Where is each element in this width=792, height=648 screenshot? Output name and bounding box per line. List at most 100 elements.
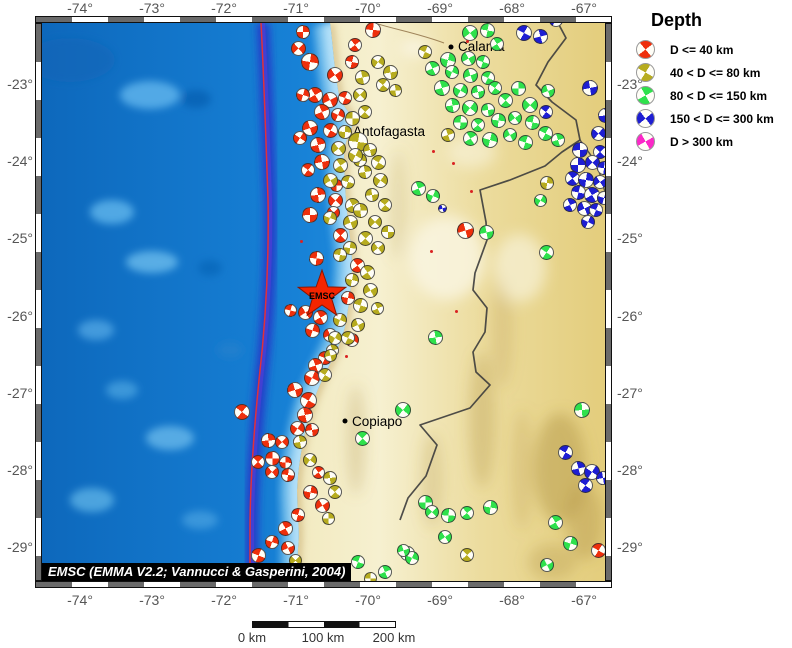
earthquake-dot [452, 162, 455, 165]
road-line [377, 23, 445, 44]
lat-label: -29° [7, 539, 33, 556]
beachball-marker [296, 88, 310, 102]
beachball-marker [593, 175, 605, 189]
beachball-marker [332, 227, 348, 243]
lat-label: -29° [617, 539, 643, 556]
beachball-marker [303, 453, 317, 467]
legend-item: 150 < D <= 300 km [636, 107, 774, 130]
beachball-marker [590, 125, 605, 141]
beachball-marker [327, 67, 343, 83]
beachball-marker [332, 157, 348, 173]
city-label-antofagasta: Antofagasta [353, 124, 426, 139]
beachball-marker [338, 91, 352, 105]
beachball-marker [577, 477, 593, 493]
lat-label: -24° [617, 153, 643, 170]
beachball-marker [291, 508, 305, 522]
beachball-marker [371, 241, 385, 255]
beachball-marker [471, 118, 485, 132]
beachball-marker [322, 172, 338, 188]
country-border-line [399, 23, 581, 521]
lon-label: -74° [67, 592, 93, 608]
legend-item-label: 150 < D <= 300 km [670, 111, 774, 126]
lat-label: -25° [7, 230, 33, 247]
beachball-marker [333, 248, 347, 262]
beachball-marker [359, 264, 375, 280]
earthquake-dot [432, 150, 435, 153]
legend-beachball-icon [636, 86, 655, 105]
scale-bar: 0 km 100 km 200 km [238, 621, 415, 645]
beachball-marker [540, 176, 554, 190]
beachball-marker [330, 140, 346, 156]
beachball-marker [344, 110, 360, 126]
scale-label-0: 0 km [237, 630, 267, 645]
lat-label: -23° [7, 76, 33, 92]
beachball-marker [328, 485, 342, 499]
map-border-bottom [35, 581, 612, 588]
attribution-label: EMSC (EMMA V2.2; Vannucci & Gasperini, 2… [42, 563, 352, 581]
lon-label: -73° [139, 0, 165, 16]
beachball-marker [277, 520, 293, 536]
beachball-marker [381, 225, 395, 239]
beachball-marker [441, 128, 455, 142]
lat-label: -27° [7, 384, 33, 401]
beachball-marker [596, 471, 605, 485]
beachball-marker [533, 193, 547, 207]
beachball-marker [478, 224, 494, 240]
beachball-marker [275, 435, 289, 449]
beachball-marker [538, 244, 554, 260]
lon-label: -70° [355, 0, 381, 16]
legend-item: D > 300 km [636, 130, 774, 153]
earthquake-dot [300, 240, 303, 243]
beachball-marker [388, 83, 402, 97]
beachball-marker [427, 329, 443, 345]
scale-label-200: 200 km [372, 630, 416, 645]
beachball-marker [365, 23, 381, 38]
beachball-marker [524, 114, 540, 130]
map-area: Calama Antofagasta Copiapo EMSC EMSC (EM… [42, 23, 605, 581]
beachball-marker [581, 215, 595, 229]
legend-beachball-icon [636, 40, 655, 59]
beachball-marker [522, 97, 538, 113]
beachball-marker [323, 348, 337, 362]
beachball-marker [363, 143, 377, 157]
beachball-marker [541, 84, 555, 98]
beachball-marker [382, 64, 398, 80]
beachball-marker [462, 130, 478, 146]
beachball-marker [333, 313, 347, 327]
legend-item-label: 80 < D <= 150 km [670, 88, 768, 103]
beachball-marker [234, 404, 250, 420]
beachball-marker [357, 230, 373, 246]
beachball-marker [321, 511, 335, 525]
beachball-marker [351, 555, 365, 569]
beachball-marker [345, 55, 359, 69]
beachball-marker [363, 571, 377, 581]
scale-label-100: 100 km [301, 630, 345, 645]
beachball-marker [460, 506, 474, 520]
lon-label: -72° [211, 0, 237, 16]
lat-label: -25° [617, 230, 643, 247]
beachball-marker [354, 69, 370, 85]
beachball-marker [338, 125, 352, 139]
beachball-marker [482, 499, 498, 515]
beachball-marker [352, 297, 368, 313]
beachball-marker [365, 188, 379, 202]
beachball-marker [540, 558, 554, 572]
earthquake-dot [345, 355, 348, 358]
beachball-marker [371, 55, 385, 69]
beachball-marker [479, 23, 495, 38]
beachball-marker [281, 468, 295, 482]
beachball-marker [440, 507, 456, 523]
beachball-marker [250, 547, 266, 563]
map-border-left [35, 23, 42, 581]
beachball-marker [597, 107, 605, 123]
beachball-marker [471, 85, 485, 99]
beachball-marker [378, 565, 392, 579]
earthquake-dot [466, 40, 469, 43]
beachball-marker [456, 221, 474, 239]
city-label-copiapo: Copiapo [352, 414, 402, 429]
earthquake-dot [470, 190, 473, 193]
beachball-marker [353, 88, 367, 102]
beachball-marker [348, 38, 362, 52]
beachball-marker [323, 211, 337, 225]
